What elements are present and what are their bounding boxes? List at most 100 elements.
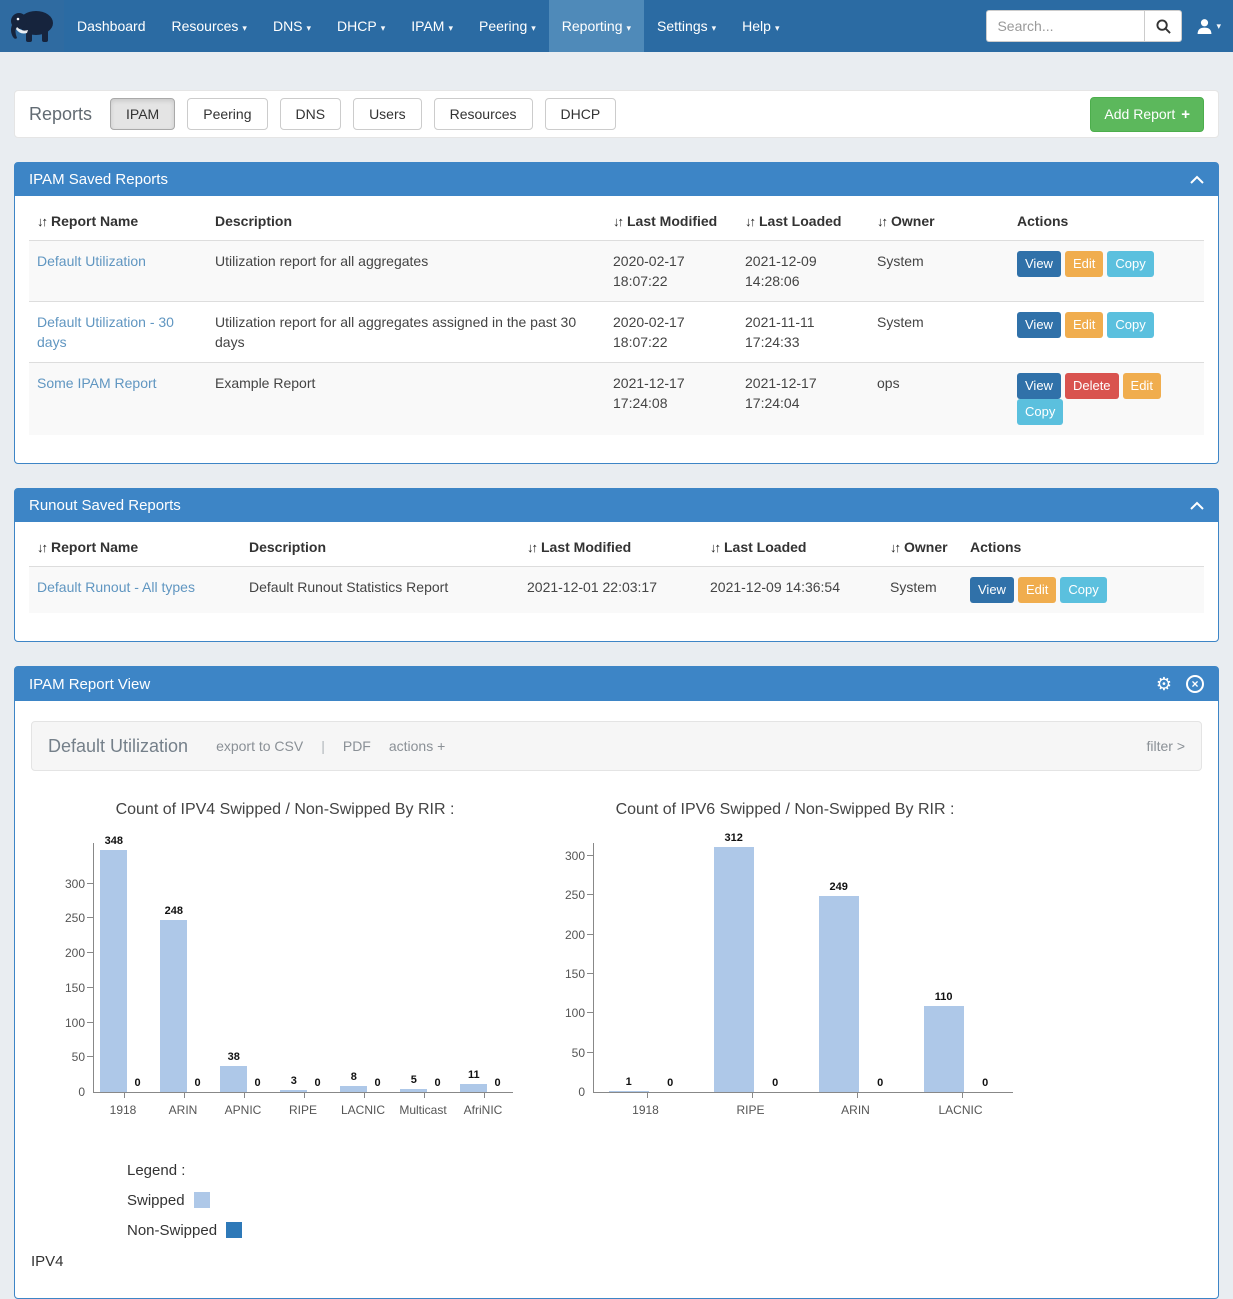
view-button[interactable]: View — [970, 577, 1014, 603]
cell-report-name: Default Utilization — [29, 241, 207, 302]
nav-item-label: IPAM — [411, 18, 444, 34]
mammoth-logo-icon — [9, 8, 55, 44]
cell-actions: ViewEditCopy — [962, 567, 1204, 614]
chart-title: Count of IPV6 Swipped / Non-Swipped By R… — [535, 801, 1035, 819]
sort-icon: ↓↑ — [37, 214, 46, 229]
column-last-modified[interactable]: ↓↑Last Modified — [605, 202, 737, 241]
bar-swipped-ripe — [714, 847, 754, 1092]
copy-button[interactable]: Copy — [1060, 577, 1106, 603]
edit-button[interactable]: Edit — [1065, 312, 1103, 338]
bar-group-arin: 2490 — [804, 843, 909, 1092]
chevron-down-icon: ▾ — [448, 23, 453, 33]
column-last-loaded[interactable]: ↓↑Last Loaded — [702, 528, 882, 567]
bar-value-swipped: 110 — [909, 991, 978, 1003]
x-label-lacnic: LACNIC — [908, 1103, 1013, 1117]
plus-icon: + — [1181, 106, 1190, 123]
ipam-saved-reports-table: ↓↑Report NameDescription↓↑Last Modified↓… — [29, 202, 1204, 435]
add-report-label: Add Report — [1104, 106, 1175, 122]
column-actions: Actions — [962, 528, 1204, 567]
x-tick — [484, 1093, 485, 1098]
bar-swipped-lacnic — [924, 1006, 964, 1092]
y-tick — [87, 1056, 94, 1057]
report-name-link[interactable]: Some IPAM Report — [37, 375, 157, 391]
column-description: Description — [207, 202, 605, 241]
search-input[interactable] — [986, 10, 1144, 42]
column-owner[interactable]: ↓↑Owner — [869, 202, 1009, 241]
collapse-button[interactable] — [1190, 501, 1204, 510]
settings-gear-icon[interactable]: ⚙ — [1156, 675, 1172, 693]
bar-value-swipped: 312 — [699, 832, 768, 844]
y-tick — [587, 1012, 594, 1013]
ipam-saved-reports-panel: IPAM Saved Reports ↓↑Report NameDescript… — [14, 162, 1219, 464]
charts-row: Count of IPV4 Swipped / Non-Swipped By R… — [29, 791, 1204, 1119]
nav-item-dhcp[interactable]: DHCP▾ — [324, 0, 398, 52]
filter-toggle[interactable]: filter > — [1146, 738, 1185, 754]
bar-value-swipped: 248 — [154, 905, 194, 917]
column-last-modified[interactable]: ↓↑Last Modified — [519, 528, 702, 567]
edit-button[interactable]: Edit — [1123, 373, 1161, 399]
nav-item-resources[interactable]: Resources▾ — [159, 0, 260, 52]
report-name-link[interactable]: Default Runout - All types — [37, 579, 195, 595]
report-name-link[interactable]: Default Utilization — [37, 253, 146, 269]
tab-peering[interactable]: Peering — [187, 98, 267, 130]
copy-button[interactable]: Copy — [1017, 399, 1063, 425]
app-logo[interactable] — [0, 0, 64, 52]
chart-plot-ipv4: 05010015020025030034802480380308050110 — [93, 843, 513, 1093]
export-pdf-link[interactable]: PDF — [343, 738, 371, 754]
nav-item-reporting[interactable]: Reporting▾ — [549, 0, 644, 52]
bar-swipped-ripe — [280, 1090, 307, 1092]
panel-title: IPAM Report View — [29, 676, 150, 693]
view-button[interactable]: View — [1017, 312, 1061, 338]
copy-button[interactable]: Copy — [1107, 312, 1153, 338]
cell-last-loaded: 2021-12-09 14:36:54 — [702, 567, 882, 614]
delete-button[interactable]: Delete — [1065, 373, 1119, 399]
nav-item-peering[interactable]: Peering▾ — [466, 0, 549, 52]
edit-button[interactable]: Edit — [1018, 577, 1056, 603]
view-button[interactable]: View — [1017, 373, 1061, 399]
x-label-multicast: Multicast — [393, 1103, 453, 1117]
nav-item-dashboard[interactable]: Dashboard — [64, 0, 159, 52]
search-icon — [1156, 19, 1171, 34]
tab-ipam[interactable]: IPAM — [110, 98, 175, 130]
bar-group-lacnic: 80 — [334, 843, 394, 1092]
column-last-loaded[interactable]: ↓↑Last Loaded — [737, 202, 869, 241]
nav-item-dns[interactable]: DNS▾ — [260, 0, 324, 52]
chart-title: Count of IPV4 Swipped / Non-Swipped By R… — [35, 801, 535, 819]
tab-dns[interactable]: DNS — [280, 98, 342, 130]
add-report-button[interactable]: Add Report + — [1090, 97, 1204, 132]
y-tick — [587, 973, 594, 974]
report-view-toolbar: Default Utilization export to CSV | PDF … — [31, 721, 1202, 771]
panel-title: Runout Saved Reports — [29, 497, 181, 514]
tab-dhcp[interactable]: DHCP — [545, 98, 617, 130]
x-tick — [962, 1093, 963, 1098]
close-button[interactable]: × — [1186, 675, 1204, 693]
y-tick-label: 250 — [41, 911, 85, 925]
column-report-name[interactable]: ↓↑Report Name — [29, 528, 241, 567]
x-axis-labels: 1918ARINAPNICRIPELACNICMulticastAfriNIC — [93, 1103, 513, 1119]
cell-owner: System — [869, 302, 1009, 363]
view-button[interactable]: View — [1017, 251, 1061, 277]
nav-item-ipam[interactable]: IPAM ▾ — [398, 0, 466, 52]
export-csv-link[interactable]: export to CSV — [216, 738, 303, 754]
nav-item-settings[interactable]: Settings▾ — [644, 0, 729, 52]
column-owner[interactable]: ↓↑Owner — [882, 528, 962, 567]
y-tick-label: 100 — [41, 1016, 85, 1030]
report-name-link[interactable]: Default Utilization - 30 days — [37, 314, 174, 350]
copy-button[interactable]: Copy — [1107, 251, 1153, 277]
tab-users[interactable]: Users — [353, 98, 422, 130]
table-row: Default UtilizationUtilization report fo… — [29, 241, 1204, 302]
y-tick — [587, 934, 594, 935]
collapse-button[interactable] — [1190, 175, 1204, 184]
actions-menu[interactable]: actions + — [389, 738, 445, 754]
cell-actions: ViewDeleteEdit Copy — [1009, 363, 1204, 436]
user-menu[interactable]: ▾ — [1196, 18, 1221, 35]
search-button[interactable] — [1144, 10, 1182, 42]
edit-button[interactable]: Edit — [1065, 251, 1103, 277]
nav-item-help[interactable]: Help▾ — [729, 0, 792, 52]
y-tick-label: 50 — [41, 1050, 85, 1064]
table-row: Some IPAM ReportExample Report2021-12-17… — [29, 363, 1204, 436]
column-report-name[interactable]: ↓↑Report Name — [29, 202, 207, 241]
tab-resources[interactable]: Resources — [434, 98, 533, 130]
search-group — [986, 10, 1182, 42]
bar-group-afrinic: 110 — [454, 843, 514, 1092]
